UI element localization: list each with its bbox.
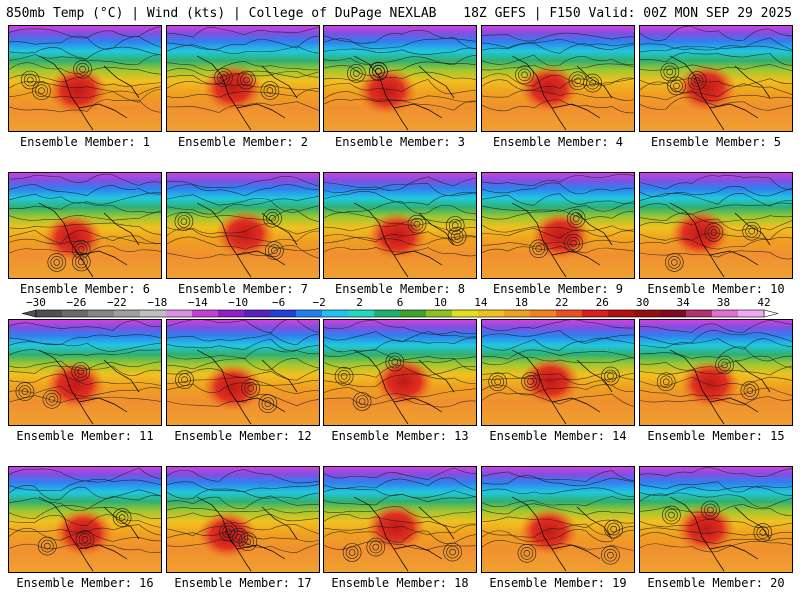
colorbar-tick-label: −10 — [228, 296, 248, 309]
ensemble-map-11 — [8, 319, 162, 426]
ensemble-map-15 — [639, 319, 793, 426]
ensemble-map-18 — [323, 466, 477, 573]
colorbar-tick-label: 30 — [636, 296, 649, 309]
colorbar-swatch — [400, 310, 427, 317]
ensemble-map-12 — [166, 319, 320, 426]
ensemble-map-6 — [8, 172, 162, 279]
colorbar-swatch — [348, 310, 375, 317]
ensemble-member-label: Ensemble Member: 6 — [19, 282, 151, 296]
colorbar-swatch — [88, 310, 115, 317]
colorbar-swatch — [36, 310, 63, 317]
colorbar-tick-label: −6 — [272, 296, 285, 309]
colorbar-max-arrow — [763, 309, 779, 318]
colorbar-swatch — [634, 310, 661, 317]
colorbar-swatch — [452, 310, 479, 317]
ensemble-member-label: Ensemble Member: 5 — [650, 135, 782, 149]
ensemble-member-label: Ensemble Member: 17 — [174, 576, 312, 590]
ensemble-map-8 — [323, 172, 477, 279]
ensemble-map-7 — [166, 172, 320, 279]
colorbar-swatch — [712, 310, 739, 317]
colorbar-tick-label: 34 — [676, 296, 690, 309]
ensemble-map-19 — [481, 466, 635, 573]
ensemble-member-label: Ensemble Member: 15 — [647, 429, 785, 443]
ensemble-member-label: Ensemble Member: 10 — [647, 282, 785, 296]
colorbar-min-arrow — [21, 309, 37, 318]
colorbar-tick-label: −14 — [188, 296, 208, 309]
ensemble-map-3 — [323, 25, 477, 132]
colorbar-tick-label: −18 — [147, 296, 167, 309]
colorbar-swatch — [608, 310, 635, 317]
ensemble-member-label: Ensemble Member: 11 — [16, 429, 154, 443]
ensemble-member-label: Ensemble Member: 12 — [174, 429, 312, 443]
colorbar-swatch — [660, 310, 687, 317]
ensemble-member-label: Ensemble Member: 8 — [334, 282, 466, 296]
ensemble-member-label: Ensemble Member: 19 — [489, 576, 627, 590]
ensemble-map-5 — [639, 25, 793, 132]
colorbar-swatch — [374, 310, 401, 317]
colorbar-tick-label: 18 — [515, 296, 528, 309]
colorbar-swatch — [62, 310, 89, 317]
colorbar-tick-label: 6 — [397, 296, 404, 309]
colorbar-swatch — [244, 310, 271, 317]
ensemble-member-label: Ensemble Member: 14 — [489, 429, 627, 443]
ensemble-member-label: Ensemble Member: 18 — [331, 576, 469, 590]
ensemble-member-label: Ensemble Member: 20 — [647, 576, 785, 590]
colorbar-swatch — [530, 310, 557, 317]
colorbar-tick-label: −26 — [67, 296, 87, 309]
colorbar-swatch — [270, 310, 297, 317]
colorbar-tick-label: −2 — [312, 296, 325, 309]
colorbar-swatch — [426, 310, 453, 317]
colorbar-tick-label: 10 — [434, 296, 447, 309]
header-title: 850mb Temp (°C) | Wind (kts) | College o… — [6, 6, 437, 21]
colorbar-swatch — [140, 310, 167, 317]
colorbar-tick-label: 22 — [555, 296, 568, 309]
ensemble-member-label: Ensemble Member: 16 — [16, 576, 154, 590]
ensemble-map-9 — [481, 172, 635, 279]
colorbar-swatch — [296, 310, 323, 317]
ensemble-member-label: Ensemble Member: 1 — [19, 135, 151, 149]
colorbar-swatch — [114, 310, 141, 317]
ensemble-map-1 — [8, 25, 162, 132]
colorbar-swatch — [192, 310, 219, 317]
ensemble-member-label: Ensemble Member: 9 — [492, 282, 624, 296]
ensemble-member-label: Ensemble Member: 4 — [492, 135, 624, 149]
ensemble-map-16 — [8, 466, 162, 573]
ensemble-member-label: Ensemble Member: 3 — [334, 135, 466, 149]
colorbar-swatch — [686, 310, 713, 317]
ensemble-member-label: Ensemble Member: 7 — [177, 282, 309, 296]
colorbar-swatch — [322, 310, 349, 317]
ensemble-map-17 — [166, 466, 320, 573]
colorbar-swatch — [166, 310, 193, 317]
colorbar-tick-label: 26 — [596, 296, 609, 309]
colorbar-swatch — [504, 310, 531, 317]
colorbar-tick-label: 2 — [356, 296, 363, 309]
ensemble-map-2 — [166, 25, 320, 132]
colorbar-tick-label: 38 — [717, 296, 730, 309]
ensemble-map-13 — [323, 319, 477, 426]
colorbar-swatch — [738, 310, 765, 317]
header-run-info: 18Z GEFS | F150 Valid: 00Z MON SEP 29 20… — [463, 6, 792, 21]
ensemble-map-14 — [481, 319, 635, 426]
colorbar-swatch — [218, 310, 245, 317]
ensemble-map-4 — [481, 25, 635, 132]
ensemble-member-label: Ensemble Member: 13 — [331, 429, 469, 443]
colorbar-tick-label: 42 — [757, 296, 770, 309]
colorbar-tick-label: 14 — [474, 296, 488, 309]
colorbar-swatch — [478, 310, 505, 317]
colorbar-tick-label: −22 — [107, 296, 127, 309]
ensemble-member-label: Ensemble Member: 2 — [177, 135, 309, 149]
colorbar-swatch — [582, 310, 609, 317]
ensemble-map-20 — [639, 466, 793, 573]
ensemble-map-10 — [639, 172, 793, 279]
temperature-colorbar: −30 −26 −22 −18 −14 −10 −6 −2 2 6 10 14 18 22 26 30 34 38… — [21, 296, 779, 318]
colorbar-swatch — [556, 310, 583, 317]
colorbar-tick-label: −30 — [26, 296, 46, 309]
